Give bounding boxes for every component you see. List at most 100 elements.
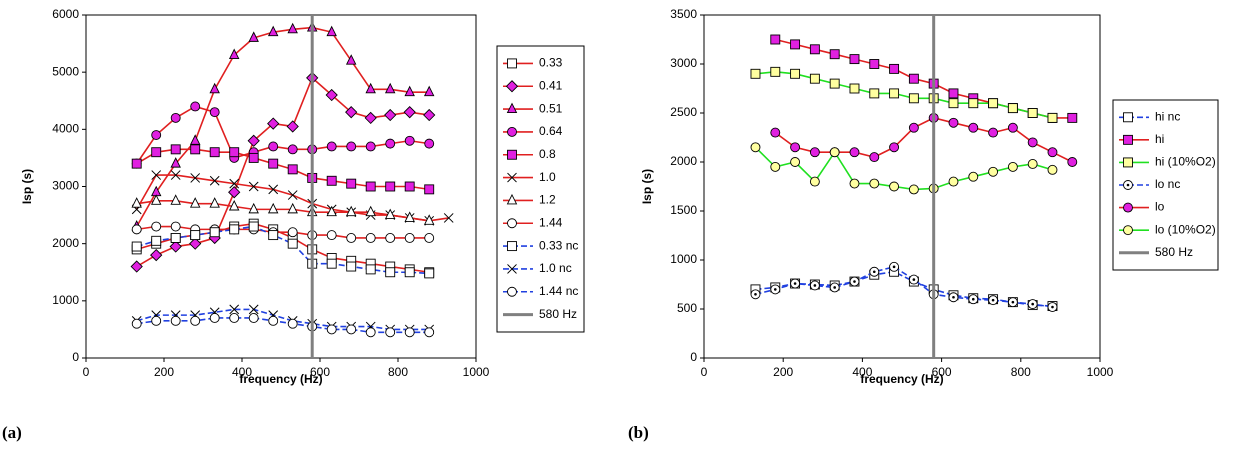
marker bbox=[346, 324, 357, 335]
legend-marker bbox=[507, 286, 517, 297]
marker bbox=[287, 144, 298, 155]
marker bbox=[1047, 302, 1058, 312]
marker bbox=[131, 197, 142, 208]
marker bbox=[424, 232, 435, 243]
marker bbox=[346, 178, 357, 189]
marker-dot bbox=[991, 298, 995, 302]
marker-dot bbox=[892, 265, 896, 269]
marker bbox=[287, 202, 298, 214]
marker bbox=[248, 31, 259, 42]
marker bbox=[131, 224, 142, 235]
marker bbox=[889, 63, 900, 74]
marker bbox=[384, 108, 397, 122]
panel-label: (b) bbox=[628, 423, 649, 442]
marker bbox=[170, 221, 181, 232]
marker bbox=[364, 111, 377, 125]
marker bbox=[170, 170, 181, 180]
marker bbox=[404, 85, 415, 97]
legend-marker bbox=[507, 126, 517, 137]
marker bbox=[988, 166, 999, 177]
marker-dot bbox=[1011, 300, 1015, 304]
legend-label: hi bbox=[1155, 132, 1164, 146]
marker bbox=[189, 197, 201, 208]
marker bbox=[809, 44, 820, 55]
marker bbox=[829, 282, 840, 293]
marker bbox=[1027, 299, 1038, 310]
marker bbox=[326, 258, 337, 269]
series-line bbox=[136, 317, 430, 334]
plot-area bbox=[703, 14, 1101, 359]
marker bbox=[151, 315, 162, 326]
marker bbox=[150, 248, 163, 262]
marker bbox=[869, 266, 880, 277]
marker bbox=[1067, 157, 1078, 167]
x-tick-label: 1000 bbox=[463, 365, 490, 379]
marker bbox=[948, 88, 959, 99]
marker bbox=[268, 141, 279, 152]
marker bbox=[809, 280, 820, 291]
series-line bbox=[136, 148, 430, 191]
marker bbox=[385, 232, 396, 243]
marker bbox=[908, 73, 919, 84]
y-axis-title: Isp (s) bbox=[640, 169, 654, 204]
y-tick-label: 1000 bbox=[52, 293, 79, 307]
marker bbox=[131, 241, 142, 252]
marker bbox=[750, 142, 761, 153]
legend-label: lo (10%O2) bbox=[1155, 222, 1216, 236]
marker bbox=[268, 184, 279, 195]
marker bbox=[849, 83, 860, 94]
series-line bbox=[136, 225, 430, 239]
legend-box bbox=[496, 45, 585, 333]
marker bbox=[131, 318, 142, 329]
y-tick-label: 1500 bbox=[670, 203, 697, 217]
marker-dot bbox=[1051, 305, 1054, 309]
marker bbox=[268, 230, 279, 241]
series-line bbox=[136, 105, 430, 165]
legend-marker bbox=[1123, 180, 1133, 190]
marker bbox=[345, 106, 358, 119]
marker bbox=[849, 54, 860, 65]
marker-dot bbox=[1031, 302, 1034, 306]
marker bbox=[1067, 112, 1078, 123]
marker bbox=[346, 141, 357, 152]
legend-marker bbox=[507, 264, 517, 274]
marker bbox=[750, 68, 761, 79]
marker bbox=[869, 88, 880, 99]
marker bbox=[326, 175, 337, 186]
marker bbox=[988, 98, 999, 109]
marker bbox=[869, 59, 880, 69]
marker-dot bbox=[833, 286, 836, 289]
x-tick-label: 0 bbox=[83, 365, 90, 379]
marker-dot bbox=[952, 295, 955, 299]
legend-label: 1.44 nc bbox=[539, 284, 578, 298]
marker bbox=[190, 230, 201, 241]
marker bbox=[849, 178, 860, 189]
marker bbox=[267, 202, 279, 214]
marker bbox=[1027, 159, 1038, 169]
marker bbox=[209, 82, 220, 94]
marker bbox=[968, 98, 979, 109]
marker bbox=[346, 232, 357, 243]
marker bbox=[968, 122, 979, 133]
legend-label: 0.41 bbox=[539, 78, 563, 92]
legend-marker bbox=[507, 58, 517, 69]
series-line bbox=[755, 266, 1053, 308]
x-tick-label: 200 bbox=[773, 365, 793, 379]
marker bbox=[790, 68, 801, 79]
x-tick-label: 800 bbox=[1011, 365, 1031, 379]
marker bbox=[948, 176, 959, 187]
marker bbox=[424, 184, 435, 195]
marker bbox=[770, 66, 781, 77]
y-tick-label: 3000 bbox=[670, 56, 697, 70]
marker bbox=[228, 200, 240, 211]
marker bbox=[948, 117, 959, 128]
marker bbox=[385, 327, 396, 338]
marker bbox=[385, 138, 396, 149]
marker bbox=[287, 164, 298, 175]
marker bbox=[365, 82, 376, 94]
marker bbox=[948, 292, 959, 303]
y-tick-label: 0 bbox=[690, 350, 697, 364]
x-tick-label: 1000 bbox=[1087, 365, 1114, 379]
marker bbox=[365, 232, 376, 243]
marker bbox=[403, 106, 416, 119]
